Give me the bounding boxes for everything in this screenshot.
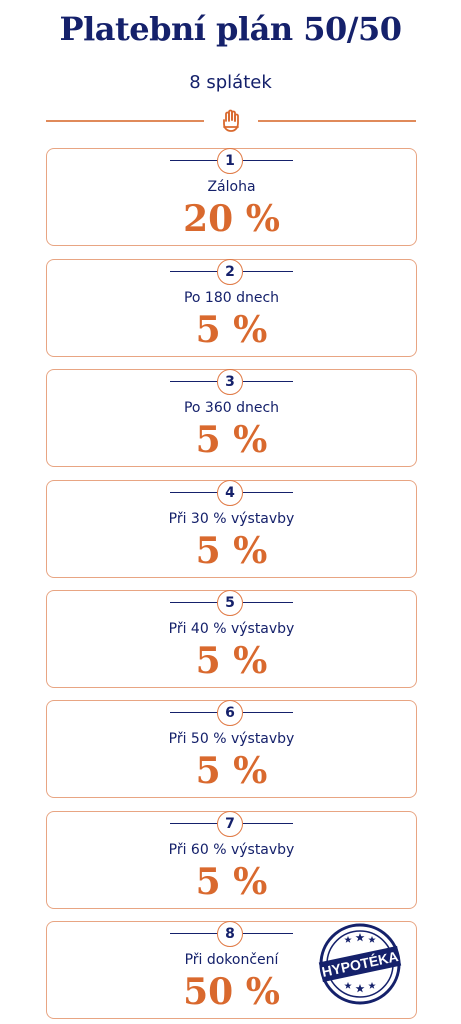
hand-logo-icon	[223, 109, 239, 132]
card-line-right	[243, 602, 293, 604]
installment-label: Při 50 % výstavby	[168, 731, 295, 747]
installment-number: 1	[217, 148, 243, 174]
page-title: Platební plán 50/50	[59, 10, 402, 48]
installment-label: Po 360 dnech	[183, 400, 280, 416]
installment-card: 6 Při 50 % výstavby 5 %	[46, 700, 417, 798]
installment-card: 5 Při 40 % výstavby 5 %	[46, 590, 417, 688]
divider-line-right	[258, 120, 416, 122]
installment-card: 2 Po 180 dnech 5 %	[46, 259, 417, 357]
card-line-left	[170, 602, 220, 604]
installment-card: 1 Záloha 20 %	[46, 148, 417, 246]
installment-number: 8	[217, 921, 243, 947]
card-line-left	[170, 712, 220, 714]
installment-percent: 5 %	[195, 530, 268, 572]
card-line-right	[243, 271, 293, 273]
installment-label: Po 180 dnech	[183, 290, 280, 306]
installment-percent: 5 %	[195, 861, 268, 903]
card-line-left	[170, 492, 220, 494]
installment-label: Při 40 % výstavby	[168, 621, 295, 637]
installment-label: Při dokončení	[184, 952, 279, 968]
card-line-right	[243, 823, 293, 825]
card-line-left	[170, 823, 220, 825]
installment-percent: 5 %	[195, 640, 268, 682]
installment-label: Při 30 % výstavby	[168, 511, 295, 527]
installment-number: 6	[217, 700, 243, 726]
card-line-right	[243, 933, 293, 935]
installment-percent: 50 %	[183, 971, 280, 1013]
card-line-left	[170, 381, 220, 383]
card-line-left	[170, 160, 220, 162]
installment-number: 3	[217, 369, 243, 395]
installment-number: 5	[217, 590, 243, 616]
card-line-left	[170, 933, 220, 935]
installment-card: 3 Po 360 dnech 5 %	[46, 369, 417, 467]
installment-card: 7 Při 60 % výstavby 5 %	[46, 811, 417, 909]
installment-percent: 5 %	[195, 419, 268, 461]
installment-label: Při 60 % výstavby	[168, 842, 295, 858]
installment-percent: 20 %	[183, 198, 280, 240]
page-subtitle: 8 splátek	[189, 72, 272, 93]
card-line-right	[243, 492, 293, 494]
card-line-right	[243, 712, 293, 714]
installment-card: 4 Při 30 % výstavby 5 %	[46, 480, 417, 578]
card-line-right	[243, 381, 293, 383]
installment-number: 7	[217, 811, 243, 837]
card-line-right	[243, 160, 293, 162]
installment-percent: 5 %	[195, 750, 268, 792]
divider-line-left	[46, 120, 204, 122]
hypoteka-stamp: HYPOTÉKA	[318, 923, 402, 1005]
installment-number: 2	[217, 259, 243, 285]
installment-number: 4	[217, 480, 243, 506]
card-line-left	[170, 271, 220, 273]
header-divider	[46, 108, 416, 134]
installment-percent: 5 %	[195, 309, 268, 351]
installment-label: Záloha	[207, 179, 256, 195]
